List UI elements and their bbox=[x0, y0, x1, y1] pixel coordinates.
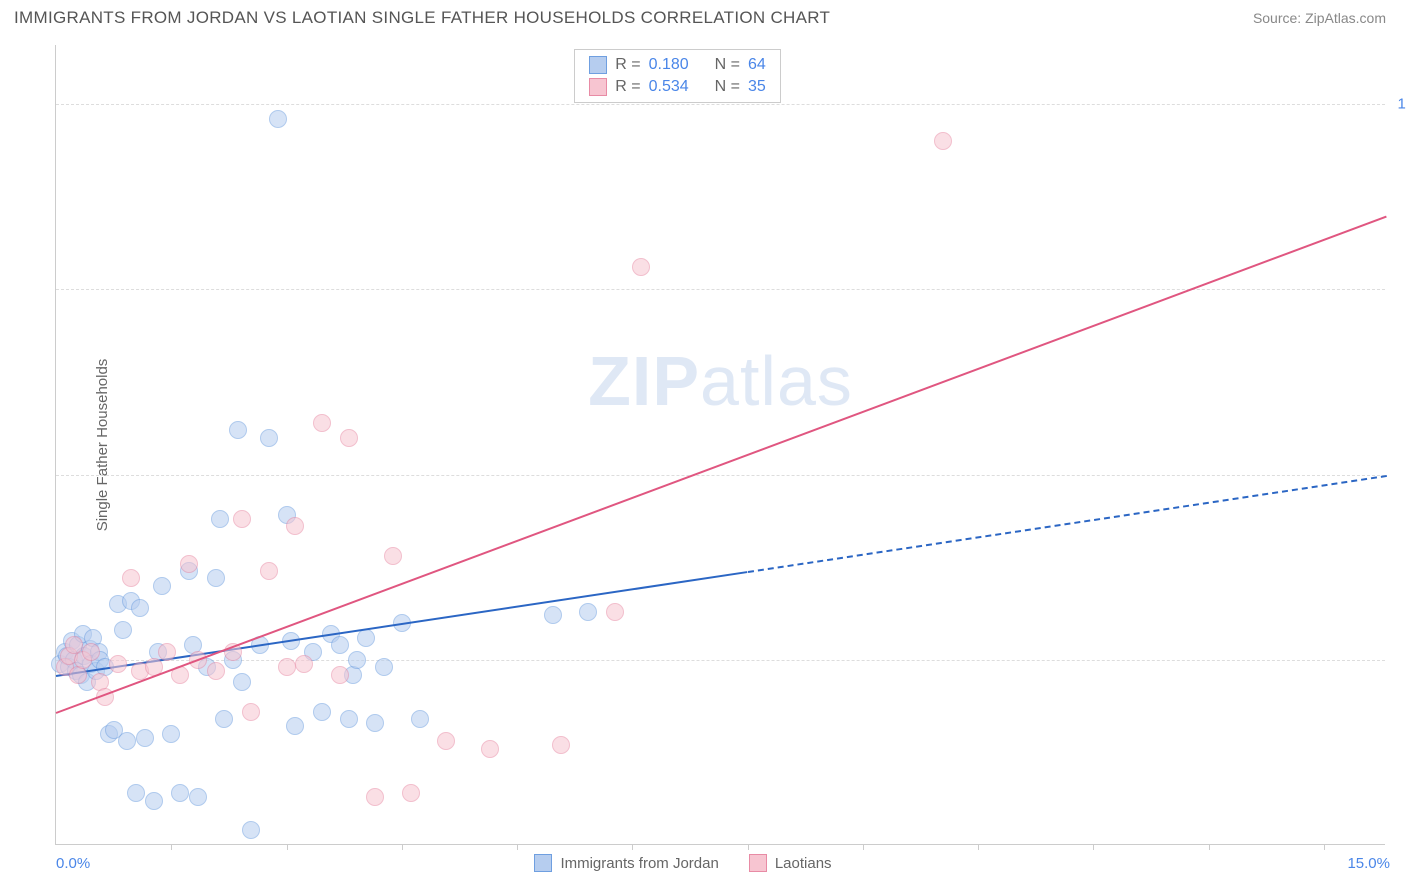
legend-row: R = 0.534 N = 35 bbox=[589, 76, 765, 98]
n-label: N = bbox=[715, 56, 740, 74]
x-tick bbox=[1209, 844, 1210, 850]
data-point bbox=[313, 414, 331, 432]
y-tick-label: 5.0% bbox=[1390, 466, 1406, 483]
data-point bbox=[348, 651, 366, 669]
data-point bbox=[114, 621, 132, 639]
x-tick bbox=[517, 844, 518, 850]
data-point bbox=[606, 603, 624, 621]
y-tick-label: 2.5% bbox=[1390, 651, 1406, 668]
n-value: 64 bbox=[748, 56, 766, 74]
legend-swatch bbox=[749, 854, 767, 872]
watermark: ZIPatlas bbox=[588, 341, 853, 421]
data-point bbox=[127, 784, 145, 802]
data-point bbox=[286, 717, 304, 735]
x-tick bbox=[632, 844, 633, 850]
data-point bbox=[189, 788, 207, 806]
data-point bbox=[269, 110, 287, 128]
data-point bbox=[278, 658, 296, 676]
legend-item: Laotians bbox=[749, 854, 832, 872]
correlation-legend: R = 0.180 N = 64 R = 0.534 N = 35 bbox=[574, 49, 780, 103]
data-point bbox=[402, 784, 420, 802]
series-name: Immigrants from Jordan bbox=[560, 855, 718, 872]
data-point bbox=[145, 792, 163, 810]
data-point bbox=[632, 258, 650, 276]
legend-row: R = 0.180 N = 64 bbox=[589, 54, 765, 76]
data-point bbox=[331, 636, 349, 654]
x-tick bbox=[402, 844, 403, 850]
legend-item: Immigrants from Jordan bbox=[534, 854, 718, 872]
data-point bbox=[331, 666, 349, 684]
series-name: Laotians bbox=[775, 855, 832, 872]
data-point bbox=[375, 658, 393, 676]
data-point bbox=[437, 732, 455, 750]
x-tick bbox=[748, 844, 749, 850]
y-tick-label: 10.0% bbox=[1390, 96, 1406, 113]
r-label: R = bbox=[615, 56, 640, 74]
data-point bbox=[411, 710, 429, 728]
data-point bbox=[171, 784, 189, 802]
data-point bbox=[122, 569, 140, 587]
data-point bbox=[82, 643, 100, 661]
r-label: R = bbox=[615, 78, 640, 96]
n-value: 35 bbox=[748, 78, 766, 96]
legend-swatch bbox=[534, 854, 552, 872]
source-attribution: Source: ZipAtlas.com bbox=[1253, 10, 1386, 26]
data-point bbox=[207, 662, 225, 680]
series-legend: Immigrants from Jordan Laotians bbox=[534, 854, 831, 872]
x-tick bbox=[978, 844, 979, 850]
grid-line bbox=[56, 475, 1385, 476]
x-axis-max-label: 15.0% bbox=[1347, 855, 1390, 872]
data-point bbox=[215, 710, 233, 728]
data-point bbox=[158, 643, 176, 661]
data-point bbox=[211, 510, 229, 528]
data-point bbox=[229, 421, 247, 439]
data-point bbox=[366, 788, 384, 806]
n-label: N = bbox=[715, 78, 740, 96]
chart-title: IMMIGRANTS FROM JORDAN VS LAOTIAN SINGLE… bbox=[14, 8, 830, 28]
r-value: 0.180 bbox=[649, 56, 707, 74]
data-point bbox=[131, 599, 149, 617]
data-point bbox=[340, 429, 358, 447]
data-point bbox=[180, 555, 198, 573]
trend-line bbox=[747, 475, 1386, 573]
data-point bbox=[544, 606, 562, 624]
data-point bbox=[118, 732, 136, 750]
data-point bbox=[109, 655, 127, 673]
scatter-chart: Single Father Households ZIPatlas R = 0.1… bbox=[55, 45, 1385, 845]
data-point bbox=[207, 569, 225, 587]
legend-swatch bbox=[589, 56, 607, 74]
data-point bbox=[286, 517, 304, 535]
x-tick bbox=[287, 844, 288, 850]
data-point bbox=[366, 714, 384, 732]
data-point bbox=[579, 603, 597, 621]
data-point bbox=[313, 703, 331, 721]
r-value: 0.534 bbox=[649, 78, 707, 96]
x-axis-min-label: 0.0% bbox=[56, 855, 90, 872]
data-point bbox=[260, 429, 278, 447]
data-point bbox=[260, 562, 278, 580]
x-tick bbox=[1093, 844, 1094, 850]
x-tick bbox=[863, 844, 864, 850]
legend-swatch bbox=[589, 78, 607, 96]
y-tick-label: 7.5% bbox=[1390, 281, 1406, 298]
data-point bbox=[242, 703, 260, 721]
data-point bbox=[340, 710, 358, 728]
data-point bbox=[384, 547, 402, 565]
data-point bbox=[136, 729, 154, 747]
data-point bbox=[934, 132, 952, 150]
grid-line bbox=[56, 660, 1385, 661]
data-point bbox=[162, 725, 180, 743]
data-point bbox=[153, 577, 171, 595]
data-point bbox=[233, 510, 251, 528]
data-point bbox=[233, 673, 251, 691]
data-point bbox=[295, 655, 313, 673]
data-point bbox=[552, 736, 570, 754]
x-tick bbox=[171, 844, 172, 850]
y-axis-title: Single Father Households bbox=[94, 358, 111, 531]
data-point bbox=[481, 740, 499, 758]
x-tick bbox=[1324, 844, 1325, 850]
data-point bbox=[242, 821, 260, 839]
grid-line bbox=[56, 104, 1385, 105]
